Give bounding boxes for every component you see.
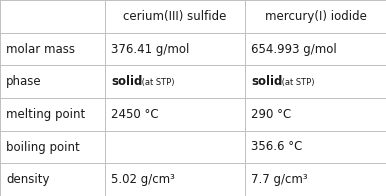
Text: melting point: melting point xyxy=(6,108,85,121)
Text: cerium(III) sulfide: cerium(III) sulfide xyxy=(123,10,227,23)
Text: 654.993 g/mol: 654.993 g/mol xyxy=(251,43,337,55)
Text: mercury(I) iodide: mercury(I) iodide xyxy=(264,10,366,23)
Text: 7.7 g/cm³: 7.7 g/cm³ xyxy=(251,173,308,186)
Text: density: density xyxy=(6,173,49,186)
Text: 2450 °C: 2450 °C xyxy=(111,108,159,121)
Text: 356.6 °C: 356.6 °C xyxy=(251,141,302,153)
Text: 376.41 g/mol: 376.41 g/mol xyxy=(111,43,190,55)
Text: phase: phase xyxy=(6,75,42,88)
Text: boiling point: boiling point xyxy=(6,141,80,153)
Text: 5.02 g/cm³: 5.02 g/cm³ xyxy=(111,173,175,186)
Text: (at STP): (at STP) xyxy=(279,78,315,87)
Text: molar mass: molar mass xyxy=(6,43,75,55)
Text: (at STP): (at STP) xyxy=(139,78,174,87)
Text: solid: solid xyxy=(251,75,283,88)
Text: 290 °C: 290 °C xyxy=(251,108,291,121)
Text: solid: solid xyxy=(111,75,142,88)
